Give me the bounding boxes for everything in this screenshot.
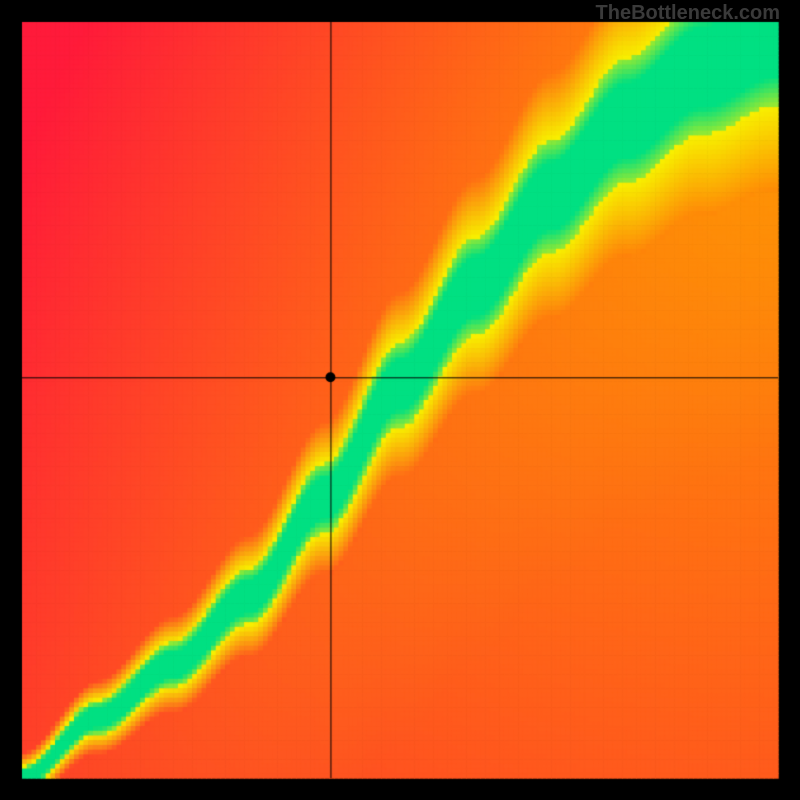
- watermark-text: TheBottleneck.com: [596, 2, 780, 25]
- bottleneck-heatmap: [0, 0, 800, 800]
- chart-container: TheBottleneck.com: [0, 0, 800, 800]
